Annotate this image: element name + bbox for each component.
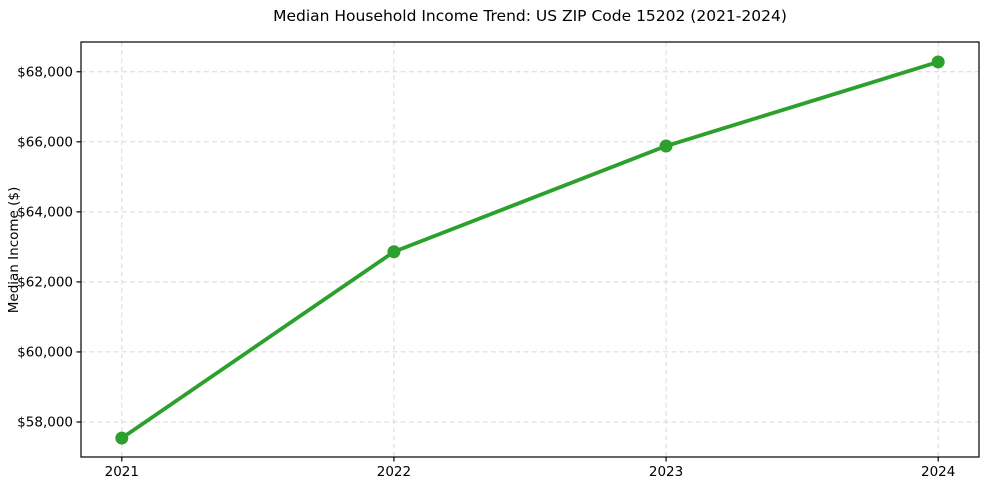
x-tick-label: 2023 <box>649 464 683 480</box>
plot-border <box>80 41 980 458</box>
income-trend-line <box>119 60 941 440</box>
data-point-marker <box>115 431 129 445</box>
y-axis-label: Median Income ($) <box>6 187 22 313</box>
y-tick-label: $58,000 <box>17 414 73 430</box>
x-tick-label: 2021 <box>105 464 139 480</box>
series-layer <box>115 55 945 445</box>
data-point-marker <box>659 139 673 153</box>
y-tick-label: $68,000 <box>17 64 73 80</box>
tick-label-layer: $58,000 $60,000 $62,000 $64,000 $66,000 $68,0… <box>17 64 955 480</box>
y-tick-label: $60,000 <box>17 344 73 360</box>
y-tick-label: $62,000 <box>17 274 73 290</box>
x-tick-label: 2022 <box>377 464 411 480</box>
x-tick-label: 2024 <box>921 464 955 480</box>
data-point-marker <box>387 245 401 259</box>
tick-layer <box>76 71 939 462</box>
y-tick-label: $64,000 <box>17 204 73 220</box>
y-tick-label: $66,000 <box>17 134 73 150</box>
chart-title: Median Household Income Trend: US ZIP Co… <box>273 7 787 25</box>
data-point-marker <box>931 55 945 69</box>
grid-layer <box>81 42 979 457</box>
axes-spines <box>80 41 980 458</box>
